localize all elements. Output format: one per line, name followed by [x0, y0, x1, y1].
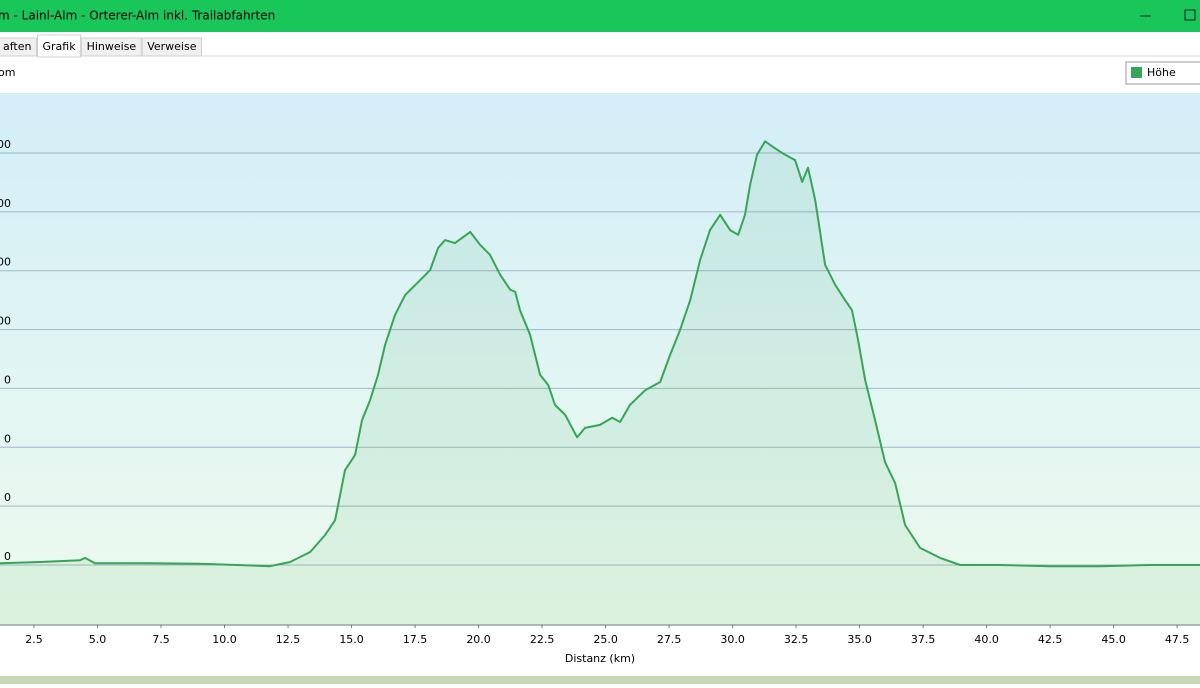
tab[interactable]	[0, 37, 37, 57]
tab-label[interactable]: aften	[3, 40, 32, 53]
x-tick-label: 47.5	[1165, 633, 1190, 646]
x-tick-label: 2.5	[25, 633, 43, 646]
x-tick-label: 37.5	[911, 633, 936, 646]
elevation-line	[0, 140, 1200, 568]
tab-label[interactable]: Hinweise	[87, 40, 137, 53]
tab-label[interactable]: Verweise	[147, 40, 197, 53]
x-tick-label: 20.0	[466, 633, 491, 646]
plot-area	[0, 93, 1200, 625]
x-axis-label: Distanz (km)	[565, 652, 635, 665]
x-tick-label: 15.0	[339, 633, 364, 646]
x-tick-label: 42.5	[1038, 633, 1063, 646]
title-bar	[0, 0, 1200, 32]
tab[interactable]	[81, 37, 142, 57]
x-tick-label: 7.5	[152, 633, 170, 646]
tab[interactable]	[36, 34, 82, 58]
x-tick-label: 40.0	[974, 633, 999, 646]
y-tick-label: 0	[4, 373, 11, 386]
x-tick-label: 12.5	[276, 633, 301, 646]
x-tick-label: 32.5	[784, 633, 809, 646]
y-tick-label: 00	[0, 138, 11, 151]
x-tick-label: 27.5	[657, 633, 682, 646]
legend-swatch	[1131, 67, 1142, 78]
map-strip	[0, 676, 1200, 684]
x-tick-label: 10.0	[212, 633, 237, 646]
y-axis-label: om	[0, 66, 15, 79]
y-tick-label: 0	[4, 432, 11, 445]
y-tick-label: 00	[0, 197, 11, 210]
x-tick-label: 17.5	[403, 633, 428, 646]
x-tick-label: 5.0	[89, 633, 107, 646]
y-tick-label: 0	[4, 491, 11, 504]
x-tick-label: 45.0	[1101, 633, 1126, 646]
maximize-button[interactable]	[1184, 9, 1196, 21]
x-tick-label: 22.5	[530, 633, 555, 646]
legend	[1125, 61, 1200, 85]
y-tick-label: 0	[4, 550, 11, 563]
tab-label[interactable]: Grafik	[42, 40, 76, 53]
x-tick-label: 25.0	[593, 633, 618, 646]
y-tick-label: 00	[0, 256, 11, 269]
x-tick-label: 35.0	[847, 633, 872, 646]
window-title: m - Lainl-Alm - Orterer-Alm inkl. Traila…	[0, 9, 275, 23]
x-tick-label: 30.0	[720, 633, 745, 646]
tab-bar: aften Grafik Hinweise Verweise	[0, 34, 202, 58]
y-tick-label: 00	[0, 315, 11, 328]
tab[interactable]	[141, 37, 202, 57]
legend-label: Höhe	[1147, 66, 1176, 79]
